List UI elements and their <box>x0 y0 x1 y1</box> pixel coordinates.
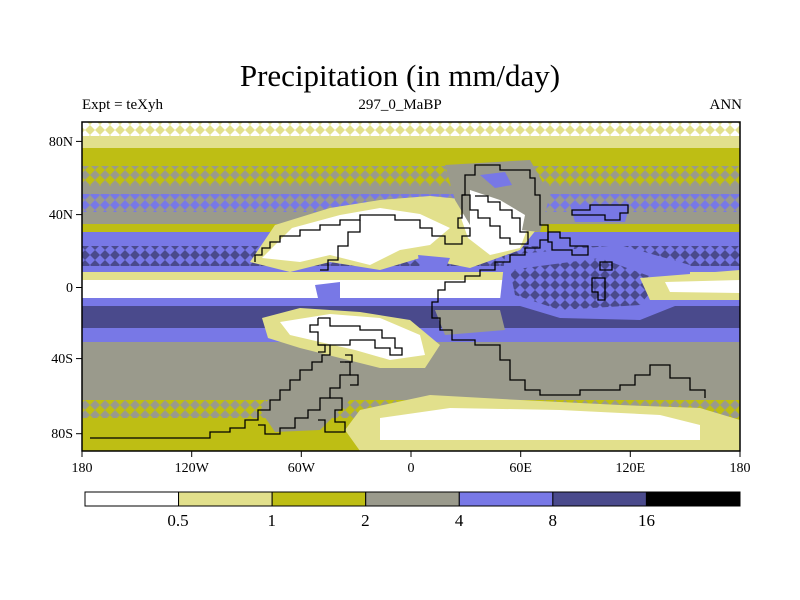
y-tick-label: 0 <box>66 281 73 296</box>
y-tick-label: 80N <box>49 135 73 150</box>
coastlines <box>90 164 706 439</box>
colorbar-box <box>84 491 180 507</box>
colorbar-label: 16 <box>638 511 655 530</box>
y-axis-labels: 80N 40N 0 40S 80S <box>49 135 73 442</box>
band-arctic-edge <box>82 136 740 148</box>
colorbar-label: 0.5 <box>167 511 188 530</box>
x-tick-label: 120E <box>616 461 646 476</box>
band-north-mid-hatch <box>82 166 740 188</box>
y-tick-label: 80S <box>51 427 73 442</box>
season-label: ANN <box>709 97 743 113</box>
time-label: 297_0_MaBP <box>358 97 442 113</box>
band-arctic <box>82 122 740 136</box>
x-tick-label: 0 <box>408 461 415 476</box>
x-tick-label: 120W <box>175 461 210 476</box>
experiment-label: Expt = teXyh <box>82 97 163 113</box>
colorbar-box <box>271 491 367 507</box>
x-tick-label: 60E <box>509 461 532 476</box>
y-tick-label: 40S <box>51 352 73 367</box>
colorbar-labels: 0.5 1 2 4 8 16 <box>167 511 655 530</box>
x-tick-label: 180 <box>72 461 93 476</box>
band-south-tropics-edge <box>82 298 740 306</box>
x-axis-labels: 180 120W 60W 0 60E 120E 180 <box>72 461 751 476</box>
colorbar-label: 4 <box>455 511 464 530</box>
colorbar-label: 1 <box>267 511 276 530</box>
axis-ticks <box>76 140 741 457</box>
precip-fill <box>82 122 740 451</box>
plot-title: Precipitation (in mm/day) <box>239 58 561 93</box>
colorbar-label: 2 <box>361 511 370 530</box>
colorbar-box <box>645 491 741 507</box>
colorbar-box <box>365 491 460 507</box>
colorbar-box <box>178 491 273 507</box>
colorbar-box <box>552 491 647 507</box>
x-tick-label: 60W <box>288 461 316 476</box>
colorbar-boxes <box>84 491 741 507</box>
y-tick-label: 40N <box>49 208 73 223</box>
colorbar-label: 8 <box>549 511 558 530</box>
colorbar-box <box>458 491 554 507</box>
x-tick-label: 180 <box>730 461 751 476</box>
